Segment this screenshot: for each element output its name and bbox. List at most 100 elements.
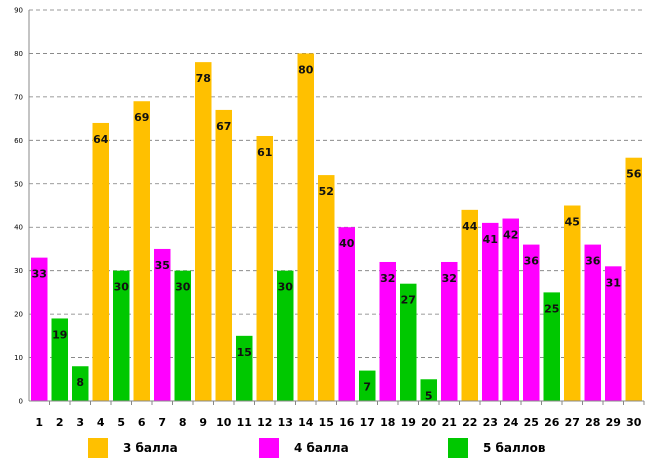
- bar-20: [420, 379, 437, 401]
- x-tick-label: 1: [35, 416, 43, 429]
- x-tick-label: 11: [237, 416, 252, 429]
- x-tick-label: 10: [216, 416, 232, 429]
- bar-4: [92, 122, 109, 401]
- legend-swatch: [259, 438, 279, 458]
- data-label-20: 5: [425, 389, 433, 402]
- bar-5: [113, 270, 130, 401]
- data-label-14: 80: [298, 63, 314, 76]
- data-label-17: 7: [363, 381, 371, 394]
- data-label-19: 27: [401, 294, 416, 307]
- bar-24: [502, 218, 519, 401]
- data-label-26: 25: [544, 302, 559, 315]
- bar-27: [564, 205, 581, 401]
- x-tick-label: 28: [585, 416, 600, 429]
- x-tick-label: 19: [401, 416, 416, 429]
- bar-1: [31, 257, 48, 401]
- x-tick-label: 4: [97, 416, 105, 429]
- data-label-27: 45: [565, 216, 580, 229]
- bar-25: [523, 244, 540, 401]
- y-tick-label: 90: [14, 7, 23, 15]
- data-label-12: 61: [257, 146, 272, 159]
- x-tick-label: 25: [524, 416, 539, 429]
- data-label-5: 30: [114, 281, 130, 294]
- bar-13: [277, 270, 294, 401]
- data-label-8: 30: [175, 281, 191, 294]
- bar-26: [543, 292, 560, 401]
- bar-2: [51, 318, 68, 401]
- x-tick-label: 9: [199, 416, 207, 429]
- x-tick-label: 17: [360, 416, 375, 429]
- legend-label: 3 балла: [123, 441, 178, 455]
- bar-3: [72, 366, 89, 401]
- bar-12: [256, 135, 273, 401]
- y-tick-label: 50: [14, 180, 23, 188]
- y-tick-label: 30: [14, 267, 23, 275]
- data-label-24: 42: [503, 229, 518, 242]
- data-label-10: 67: [216, 120, 231, 133]
- data-label-16: 40: [339, 237, 355, 250]
- bar-22: [461, 209, 478, 401]
- data-label-28: 36: [585, 255, 601, 268]
- bar-14: [297, 53, 314, 401]
- x-tick-label: 14: [298, 416, 314, 429]
- y-tick-label: 0: [19, 398, 23, 406]
- legend-swatch: [88, 438, 108, 458]
- data-label-22: 44: [462, 220, 478, 233]
- x-tick-label: 6: [138, 416, 146, 429]
- data-label-1: 33: [32, 268, 47, 281]
- y-tick-label: 70: [14, 93, 23, 101]
- bar-19: [400, 283, 417, 401]
- data-label-29: 31: [606, 276, 621, 289]
- data-labels: 33 19 8 64 30 69 35 30 78 67 15 61 30 80 52 40 7 32 27 5 32 4…: [32, 63, 642, 402]
- data-label-15: 52: [319, 185, 334, 198]
- bar-29: [605, 266, 622, 401]
- x-tick-label: 2: [56, 416, 64, 429]
- bar-7: [154, 248, 171, 401]
- y-tick-label: 20: [14, 311, 23, 319]
- y-tick-label: 40: [14, 224, 23, 232]
- bars: [31, 53, 642, 402]
- bar-18: [379, 261, 396, 401]
- x-tick-label: 23: [483, 416, 498, 429]
- data-label-4: 64: [93, 133, 109, 146]
- data-label-21: 32: [442, 272, 457, 285]
- x-tick-label: 29: [606, 416, 621, 429]
- x-tick-label: 30: [626, 416, 642, 429]
- data-label-2: 19: [52, 328, 67, 341]
- data-label-6: 69: [134, 111, 149, 124]
- x-tick-label: 26: [544, 416, 560, 429]
- x-tick-label: 13: [278, 416, 293, 429]
- legend-item-3-balla: 3 балла: [88, 436, 178, 460]
- bar-16: [338, 227, 355, 401]
- bar-30: [625, 157, 642, 401]
- data-label-3: 8: [76, 376, 84, 389]
- data-label-13: 30: [278, 281, 294, 294]
- legend-label: 4 балла: [294, 441, 349, 455]
- bar-15: [318, 175, 335, 401]
- x-tick-label: 20: [421, 416, 437, 429]
- bar-10: [215, 109, 232, 401]
- y-tick-label: 80: [14, 50, 23, 58]
- bar-23: [482, 222, 499, 401]
- bar-8: [174, 270, 191, 401]
- data-label-9: 78: [196, 72, 211, 85]
- data-label-11: 15: [237, 346, 252, 359]
- bar-21: [441, 261, 458, 401]
- x-tick-label: 27: [565, 416, 580, 429]
- x-tick-label: 12: [257, 416, 272, 429]
- x-tick-label: 3: [76, 416, 84, 429]
- legend-label: 5 баллов: [483, 441, 546, 455]
- bar-6: [133, 101, 150, 401]
- y-tick-label: 10: [14, 354, 23, 362]
- x-tick-label: 16: [339, 416, 355, 429]
- legend-item-4-balla: 4 балла: [259, 436, 349, 460]
- data-label-25: 36: [524, 255, 540, 268]
- x-tick-label: 7: [158, 416, 166, 429]
- x-tick-label: 8: [179, 416, 187, 429]
- x-tick-label: 22: [462, 416, 477, 429]
- x-tick-label: 15: [319, 416, 334, 429]
- x-tick-label: 24: [503, 416, 519, 429]
- legend-item-5-ballov: 5 баллов: [448, 436, 545, 460]
- x-tick-label: 5: [117, 416, 125, 429]
